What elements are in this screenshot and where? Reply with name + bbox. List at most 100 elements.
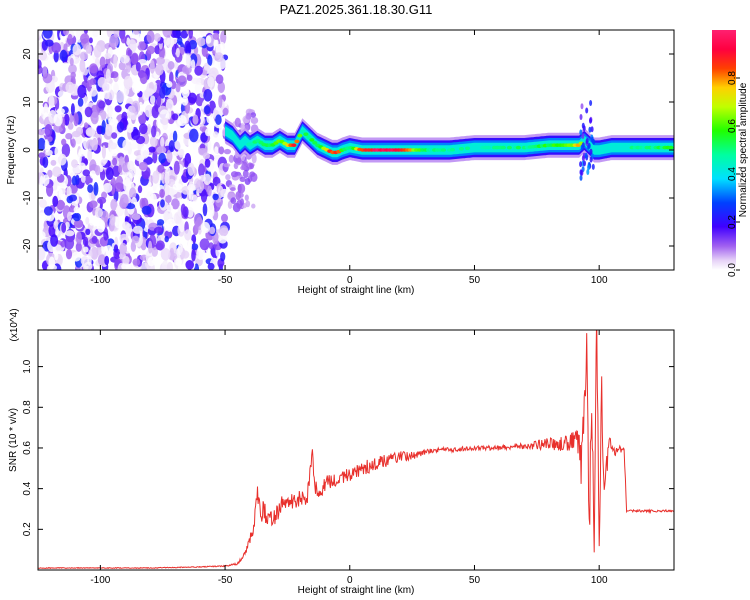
y-tick-label: 0.2 bbox=[22, 522, 33, 536]
noise-blob bbox=[70, 103, 75, 116]
noise-blob bbox=[188, 187, 194, 202]
noise-blob bbox=[148, 146, 156, 153]
noise-blob bbox=[202, 203, 208, 217]
noise-blob bbox=[78, 162, 86, 171]
noise-blob bbox=[132, 258, 141, 266]
noise-blob bbox=[146, 30, 155, 44]
noise-blob bbox=[57, 153, 67, 166]
ridge-spot bbox=[458, 147, 465, 151]
noise-blob bbox=[89, 200, 98, 209]
noise-blob bbox=[104, 245, 114, 259]
noise-blob bbox=[135, 135, 146, 145]
noise-blob bbox=[42, 73, 53, 84]
noise-blob bbox=[230, 187, 236, 192]
x-tick-label: -50 bbox=[218, 575, 233, 586]
noise-blob bbox=[68, 64, 77, 74]
spike-blob bbox=[583, 160, 586, 167]
noise-blob bbox=[191, 77, 202, 85]
noise-blob bbox=[77, 97, 84, 107]
noise-blob bbox=[148, 240, 153, 254]
spike-blob bbox=[585, 138, 589, 144]
noise-blob bbox=[105, 68, 111, 82]
noise-blob bbox=[207, 262, 215, 270]
noise-blob bbox=[122, 139, 130, 151]
spectrogram-marks bbox=[38, 30, 674, 270]
noise-blob bbox=[215, 43, 224, 56]
noise-blob bbox=[135, 62, 141, 72]
noise-blob bbox=[54, 252, 59, 261]
noise-blob bbox=[160, 199, 165, 208]
noise-blob bbox=[110, 71, 119, 79]
noise-blob bbox=[90, 111, 99, 125]
spike-blob bbox=[586, 169, 590, 175]
noise-blob bbox=[236, 199, 243, 209]
noise-blob bbox=[164, 171, 170, 185]
noise-blob bbox=[215, 74, 224, 84]
noise-blob bbox=[101, 120, 106, 133]
noise-blob bbox=[65, 81, 75, 94]
noise-blob bbox=[77, 84, 87, 99]
spike-blob bbox=[582, 125, 586, 132]
noise-blob bbox=[159, 109, 170, 121]
noise-blob bbox=[85, 127, 96, 137]
noise-blob bbox=[67, 122, 74, 130]
noise-blob bbox=[158, 152, 166, 164]
x-tick-label: 100 bbox=[591, 575, 608, 586]
noise-blob bbox=[81, 201, 86, 212]
noise-blob bbox=[155, 240, 165, 251]
noise-blob bbox=[178, 149, 184, 158]
noise-blob bbox=[97, 77, 107, 88]
colorbar-axes: 0.0 0.2 0.4 0.6 0.8 bbox=[727, 71, 740, 277]
noise-blob bbox=[57, 90, 68, 98]
spike-blob bbox=[588, 126, 592, 133]
noise-blob bbox=[156, 93, 162, 108]
noise-blob bbox=[181, 84, 190, 95]
snr-plot: -100 -50 0 50 100 0.2 0.4 0.6 0.8 1.0 Height of s… bbox=[8, 308, 675, 596]
noise-blob bbox=[208, 242, 214, 250]
noise-blob bbox=[112, 157, 118, 166]
figure-title: PAZ1.2025.361.18.30.G11 bbox=[280, 2, 433, 17]
ridge-spot bbox=[312, 141, 318, 145]
noise-blob bbox=[217, 185, 224, 198]
noise-blob bbox=[173, 211, 182, 225]
noise-blob bbox=[169, 247, 175, 261]
noise-blob bbox=[225, 174, 231, 181]
noise-blob bbox=[108, 117, 115, 126]
noise-blob bbox=[69, 113, 74, 124]
noise-blob bbox=[127, 49, 133, 56]
noise-blob bbox=[203, 89, 213, 102]
ridge-spot bbox=[464, 146, 471, 151]
noise-blob bbox=[108, 109, 113, 118]
noise-blob bbox=[42, 156, 49, 168]
noise-blob bbox=[185, 51, 191, 65]
noise-blob bbox=[237, 192, 244, 198]
noise-blob bbox=[71, 251, 82, 262]
noise-blob bbox=[67, 211, 72, 222]
noise-blob bbox=[175, 258, 183, 266]
noise-blob bbox=[83, 246, 89, 253]
spike-blob bbox=[591, 163, 595, 170]
noise-blob bbox=[167, 61, 175, 70]
ridge-core bbox=[225, 126, 674, 158]
noise-blob bbox=[67, 33, 73, 46]
noise-blob bbox=[73, 206, 80, 214]
noise-blob bbox=[176, 30, 181, 39]
noise-blob bbox=[188, 39, 197, 50]
noise-blob bbox=[111, 148, 118, 157]
noise-blob bbox=[135, 155, 145, 162]
noise-blob bbox=[213, 39, 219, 47]
noise-blob bbox=[72, 212, 81, 222]
colorbar-tick-label: 0.4 bbox=[727, 167, 738, 181]
ridge-spot bbox=[309, 138, 315, 142]
noise-blob bbox=[93, 44, 102, 58]
noise-blob bbox=[220, 251, 226, 262]
noise-blob bbox=[173, 160, 180, 175]
noise-blob bbox=[239, 176, 246, 182]
spike-blob bbox=[580, 144, 584, 151]
noise-blob bbox=[65, 221, 70, 229]
noise-blob bbox=[42, 174, 50, 187]
noise-blob bbox=[104, 255, 110, 266]
noise-blob bbox=[46, 183, 54, 197]
noise-blob bbox=[187, 162, 195, 176]
